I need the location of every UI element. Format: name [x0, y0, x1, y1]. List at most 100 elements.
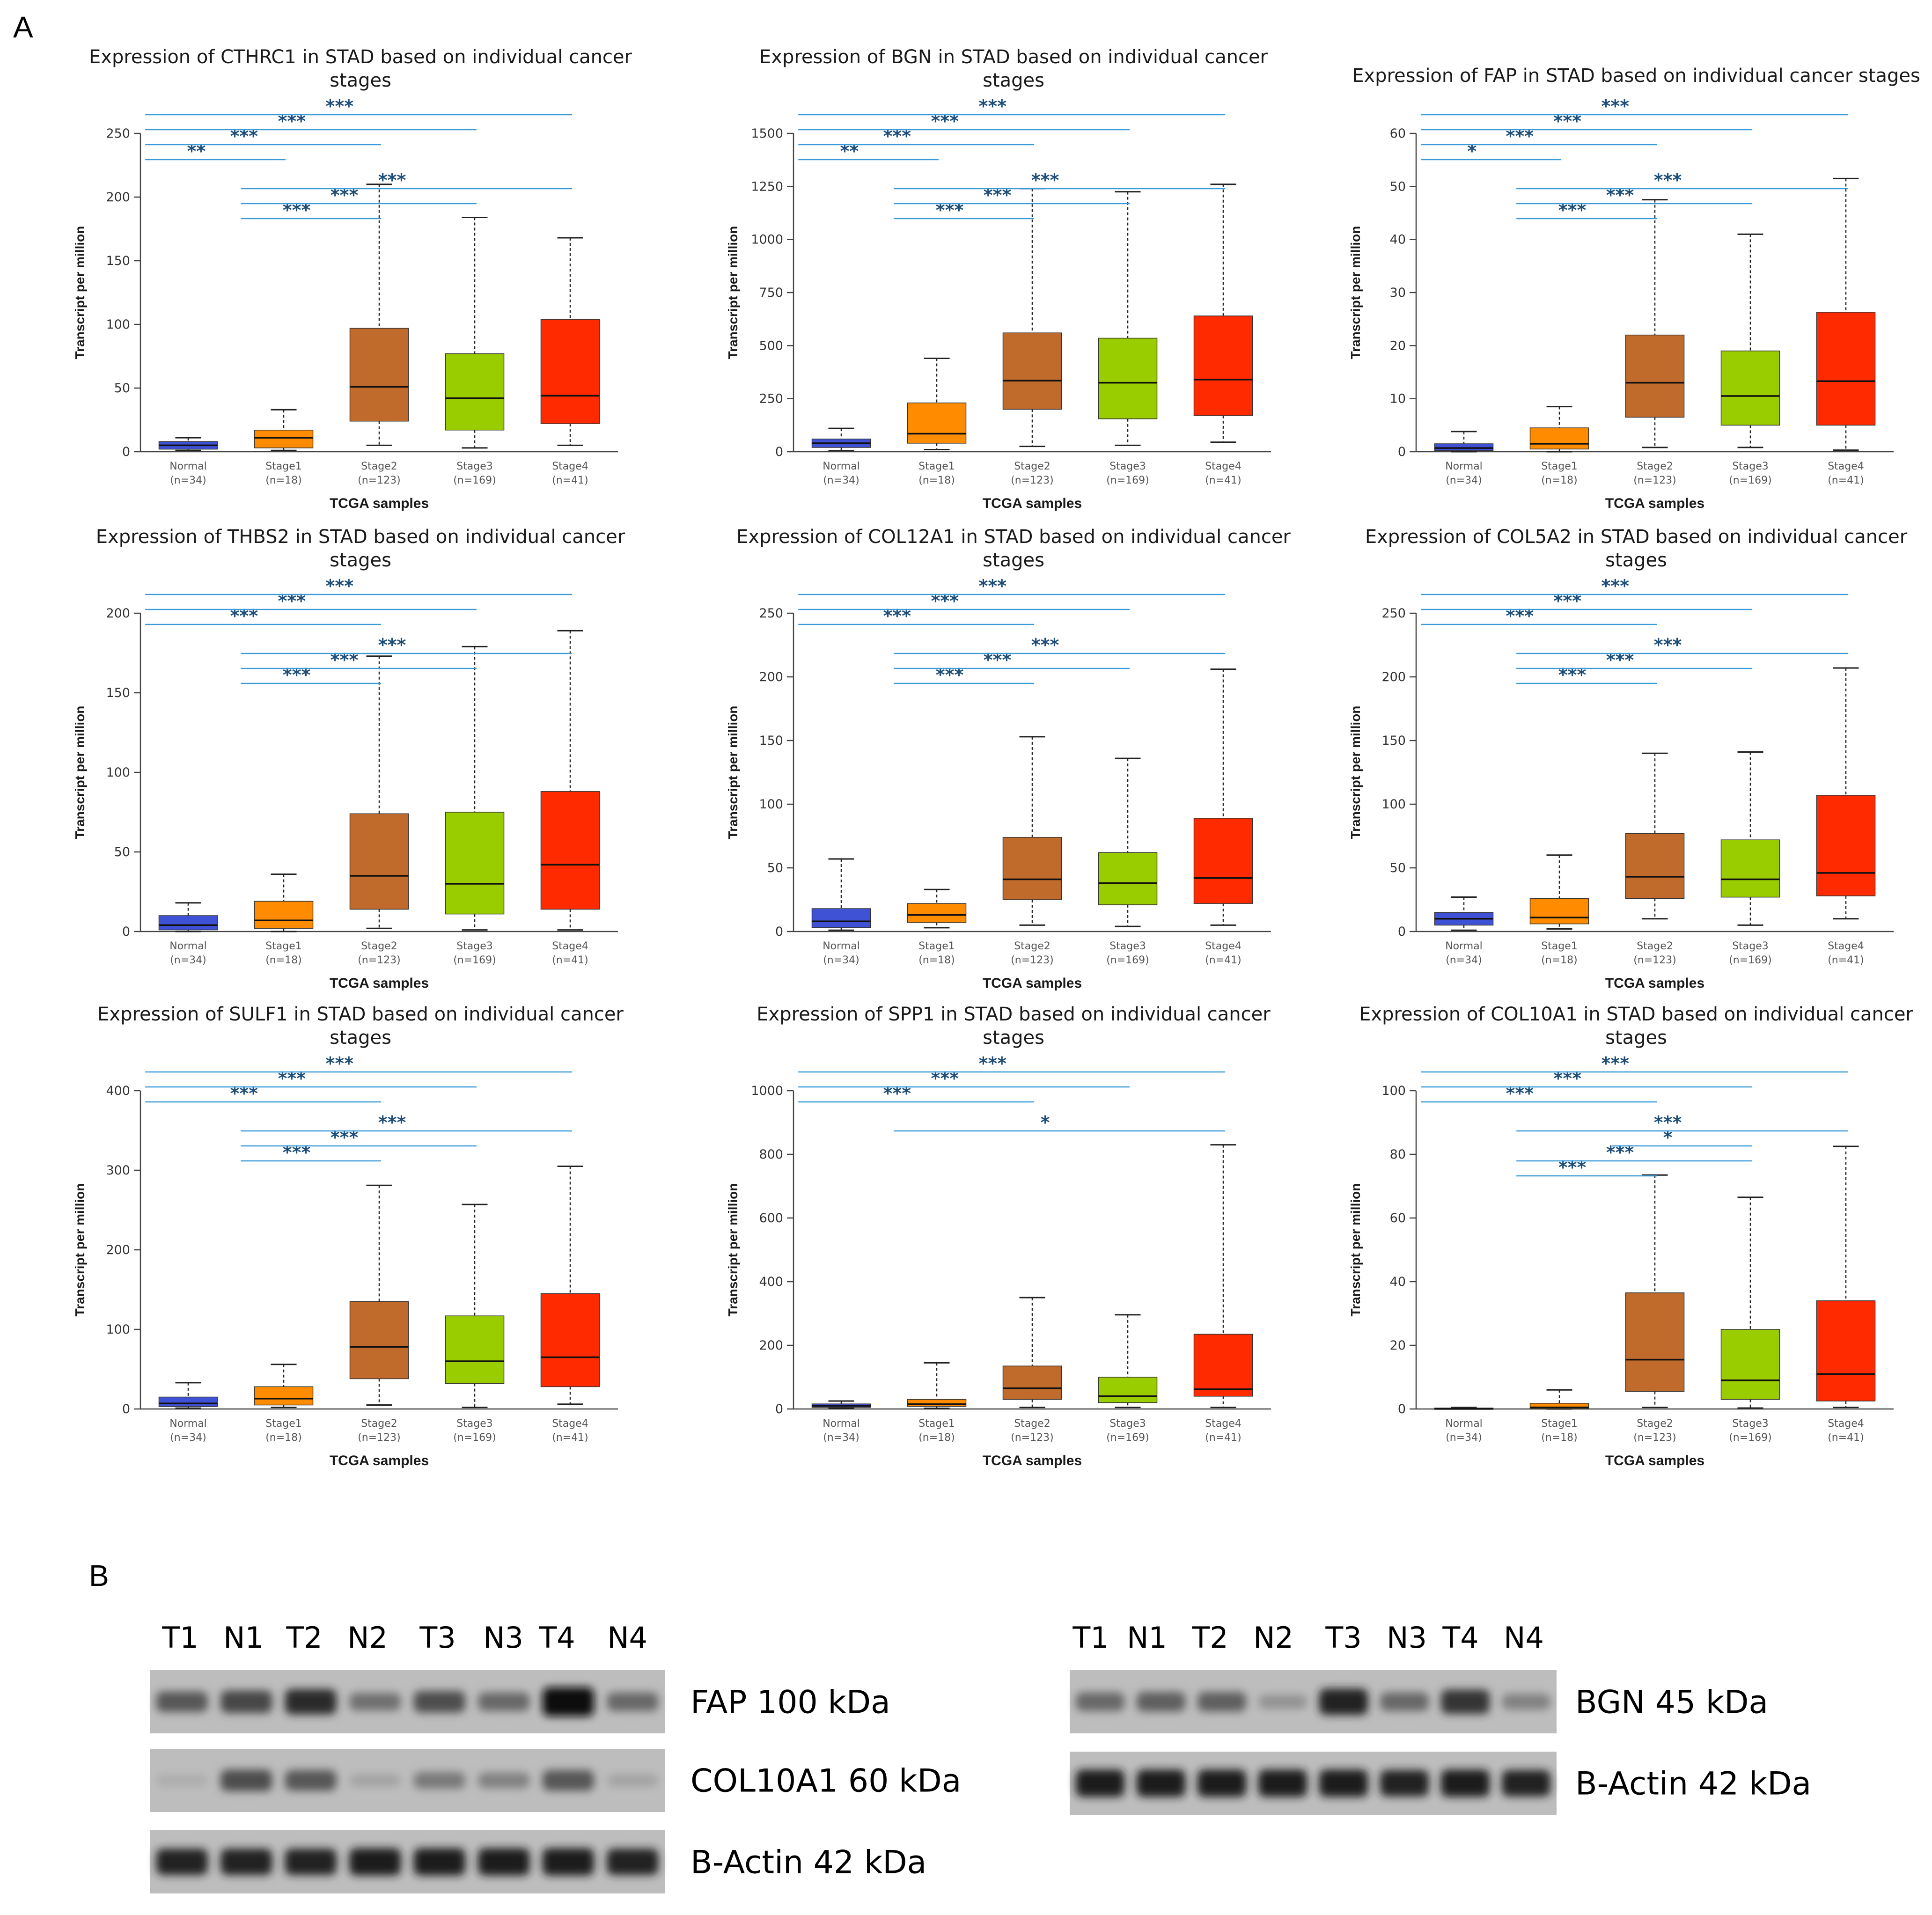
- y-tick-label: 1000: [751, 233, 783, 247]
- significance-label: ***: [283, 665, 311, 685]
- blot-band: [1441, 1689, 1490, 1714]
- box-stage4: [1816, 177, 1876, 451]
- y-tick-label: 800: [759, 1147, 783, 1162]
- y-axis-label: Transcript per million: [726, 226, 740, 360]
- box-normal: [1434, 1407, 1494, 1410]
- x-count-label: (n=18): [918, 954, 955, 966]
- y-tick-label: 250: [106, 126, 130, 141]
- x-count-label: (n=34): [1446, 475, 1482, 486]
- box-stage2: [1002, 1297, 1062, 1409]
- box-iqr: [1720, 350, 1780, 426]
- y-tick-label: 200: [759, 670, 783, 684]
- blot-band: [1502, 1694, 1550, 1710]
- x-count-label: (n=169): [453, 1432, 496, 1444]
- x-category-label: Normal: [1445, 1418, 1483, 1430]
- significance-label: ***: [1554, 1068, 1582, 1089]
- x-count-label: (n=34): [1446, 1432, 1482, 1444]
- chart-title: stages: [983, 1027, 1044, 1049]
- x-count-label: (n=123): [1633, 954, 1676, 966]
- lane-label: T2: [286, 1621, 322, 1655]
- significance-label: ***: [331, 185, 359, 205]
- y-tick-label: 0: [122, 445, 130, 459]
- y-tick-label: 100: [759, 797, 783, 812]
- blot-strip: [150, 1749, 665, 1812]
- x-count-label: (n=34): [170, 954, 206, 966]
- lane-label: N3: [1387, 1621, 1427, 1655]
- chart-title: Expression of FAP in STAD based on indiv…: [1352, 65, 1920, 87]
- x-category-label: Stage4: [1205, 461, 1241, 472]
- blot-band: [285, 1770, 337, 1791]
- box-iqr: [158, 915, 218, 931]
- y-tick-label: 1250: [751, 179, 783, 194]
- box-iqr: [158, 1396, 218, 1407]
- box-iqr: [254, 1386, 314, 1406]
- blot-band: [542, 1770, 594, 1791]
- x-count-label: (n=41): [1828, 954, 1864, 966]
- blot-band: [349, 1693, 401, 1711]
- y-tick-label: 100: [1381, 797, 1406, 812]
- significance-label: ***: [1554, 111, 1582, 132]
- box-stage4: [540, 237, 600, 446]
- box-normal: [811, 858, 871, 931]
- box-iqr: [254, 430, 314, 448]
- significance-label: ***: [1654, 170, 1682, 191]
- blot-band: [542, 1848, 594, 1876]
- significance-label: ***: [1558, 1157, 1587, 1178]
- chart-title: Expression of CTHRC1 in STAD based on in…: [89, 46, 632, 68]
- y-tick-label: 200: [106, 1243, 130, 1257]
- x-category-label: Stage3: [456, 1418, 493, 1430]
- significance-label: ***: [230, 1083, 258, 1104]
- y-axis-label: Transcript per million: [1348, 706, 1363, 839]
- x-count-label: (n=169): [1729, 954, 1772, 966]
- x-count-label: (n=34): [823, 1432, 859, 1444]
- x-category-label: Stage4: [1205, 1418, 1241, 1430]
- significance-label: ***: [1654, 635, 1682, 655]
- significance-label: ***: [883, 126, 911, 147]
- box-stage3: [1098, 1314, 1158, 1409]
- blot-strip: [1070, 1670, 1557, 1733]
- significance-label: ***: [1606, 1142, 1634, 1163]
- blot-band: [607, 1849, 659, 1875]
- box-stage2: [1625, 752, 1685, 920]
- x-category-label: Stage1: [918, 940, 955, 952]
- x-count-label: (n=34): [1446, 954, 1482, 966]
- y-tick-label: 1000: [751, 1084, 783, 1098]
- box-stage2: [349, 1184, 409, 1406]
- blot-band: [1258, 1695, 1307, 1709]
- blot-band: [285, 1849, 337, 1875]
- box-iqr: [1002, 1365, 1062, 1400]
- x-axis-label: TCGA samples: [1605, 496, 1704, 511]
- blot-strip: [1070, 1752, 1557, 1815]
- chart-title: stages: [330, 1027, 391, 1049]
- significance-label: ***: [984, 185, 1012, 205]
- x-count-label: (n=41): [552, 475, 588, 486]
- box-iqr: [1002, 332, 1062, 410]
- panel-a-label: A: [13, 10, 33, 44]
- y-tick-label: 500: [759, 338, 783, 353]
- blot-band: [542, 1687, 594, 1717]
- lane-label: N3: [483, 1621, 523, 1655]
- blot-band: [413, 1772, 465, 1789]
- significance-label: ***: [931, 111, 959, 132]
- box-stage3: [1720, 233, 1780, 448]
- x-count-label: (n=169): [1106, 954, 1149, 966]
- box-stage2: [1625, 1174, 1685, 1409]
- blot-band: [478, 1848, 530, 1876]
- blot-band: [413, 1691, 465, 1713]
- chart-title: stages: [1605, 550, 1667, 571]
- boxplot-chart-0: Expression of CTHRC1 in STAD based on in…: [73, 46, 632, 511]
- western-blot-panel: T1 N1 T2 N2 T3 N3 T4 N4 FAP 100 kDa COL10A1 60 kD…: [150, 1621, 1811, 1893]
- significance-label: ***: [1558, 200, 1587, 220]
- significance-label: ***: [1031, 635, 1059, 655]
- x-count-label: (n=34): [823, 954, 859, 966]
- x-count-label: (n=41): [1828, 475, 1864, 486]
- x-category-label: Normal: [823, 940, 860, 952]
- blot-band: [1319, 1688, 1368, 1715]
- box-iqr: [1720, 839, 1780, 898]
- y-axis-label: Transcript per million: [1348, 226, 1363, 360]
- lane-label: N4: [607, 1621, 647, 1655]
- significance-label: ***: [1506, 606, 1534, 626]
- x-category-label: Stage2: [1637, 1418, 1673, 1430]
- x-axis-label: TCGA samples: [983, 976, 1082, 991]
- box-stage1: [254, 873, 314, 932]
